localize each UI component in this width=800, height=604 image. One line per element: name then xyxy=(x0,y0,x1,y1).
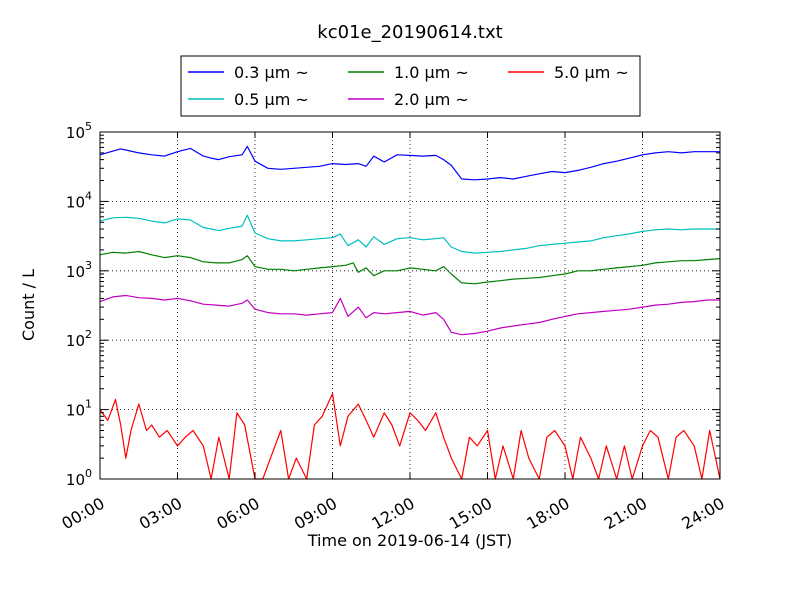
y-tick-exponent: 2 xyxy=(85,328,92,341)
legend-label-4: 2.0 μm ~ xyxy=(394,90,469,109)
y-tick-exponent: 0 xyxy=(85,467,92,480)
y-axis-label: Count / L xyxy=(19,269,38,341)
x-tick-label: 12:00 xyxy=(368,494,417,534)
y-tick-exponent: 3 xyxy=(85,259,92,272)
series-line-5 xyxy=(99,393,721,480)
series-line-2 xyxy=(99,214,720,254)
x-tick-label: 24:00 xyxy=(678,494,727,534)
x-tick-label: 18:00 xyxy=(523,494,572,534)
x-tick-label: 00:00 xyxy=(58,494,107,534)
grid-lines xyxy=(100,132,720,479)
plot-area xyxy=(100,132,720,479)
y-tick-label: 102 xyxy=(66,328,92,350)
series-line-1 xyxy=(99,145,720,181)
y-tick-base: 10 xyxy=(66,471,85,489)
y-tick-label: 104 xyxy=(66,189,92,211)
x-tick-label: 15:00 xyxy=(446,494,495,534)
y-tick-base: 10 xyxy=(66,124,85,142)
y-tick-exponent: 5 xyxy=(85,120,92,133)
y-tick-exponent: 1 xyxy=(85,398,92,411)
legend-label-3: 1.0 μm ~ xyxy=(394,63,469,82)
legend: 0.3 μm ~ 0.5 μm ~ 1.0 μm ~ 2.0 μm ~ 5.0 μm ~ xyxy=(180,55,641,117)
legend-items: 0.3 μm ~ 0.5 μm ~ 1.0 μm ~ 2.0 μm ~ 5.0 μm ~ xyxy=(188,63,629,109)
y-tick-base: 10 xyxy=(66,402,85,420)
y-tick-exponent: 4 xyxy=(85,189,92,202)
series-line-4 xyxy=(99,294,720,336)
series-lines xyxy=(99,145,721,480)
y-tick-base: 10 xyxy=(66,263,85,281)
x-tick-label: 09:00 xyxy=(291,494,340,534)
legend-box xyxy=(180,55,641,117)
y-tick-label: 100 xyxy=(66,467,92,489)
plot-frame xyxy=(99,131,721,480)
x-axis-label: Time on 2019-06-14 (JST) xyxy=(307,531,512,550)
y-tick-label: 105 xyxy=(66,120,92,142)
x-tick-label: 03:00 xyxy=(136,494,185,534)
y-tick-base: 10 xyxy=(66,193,85,211)
series-line-3 xyxy=(99,250,721,285)
x-tick-label: 06:00 xyxy=(213,494,262,534)
x-tick-label: 21:00 xyxy=(601,494,650,534)
y-tick-label: 101 xyxy=(66,398,92,420)
legend-label-5: 5.0 μm ~ xyxy=(554,63,629,82)
y-tick-base: 10 xyxy=(66,332,85,350)
legend-label-1: 0.3 μm ~ xyxy=(234,63,309,82)
y-tick-label: 103 xyxy=(66,259,92,281)
chart-title: kc01e_20190614.txt xyxy=(317,22,502,43)
legend-label-2: 0.5 μm ~ xyxy=(234,90,309,109)
